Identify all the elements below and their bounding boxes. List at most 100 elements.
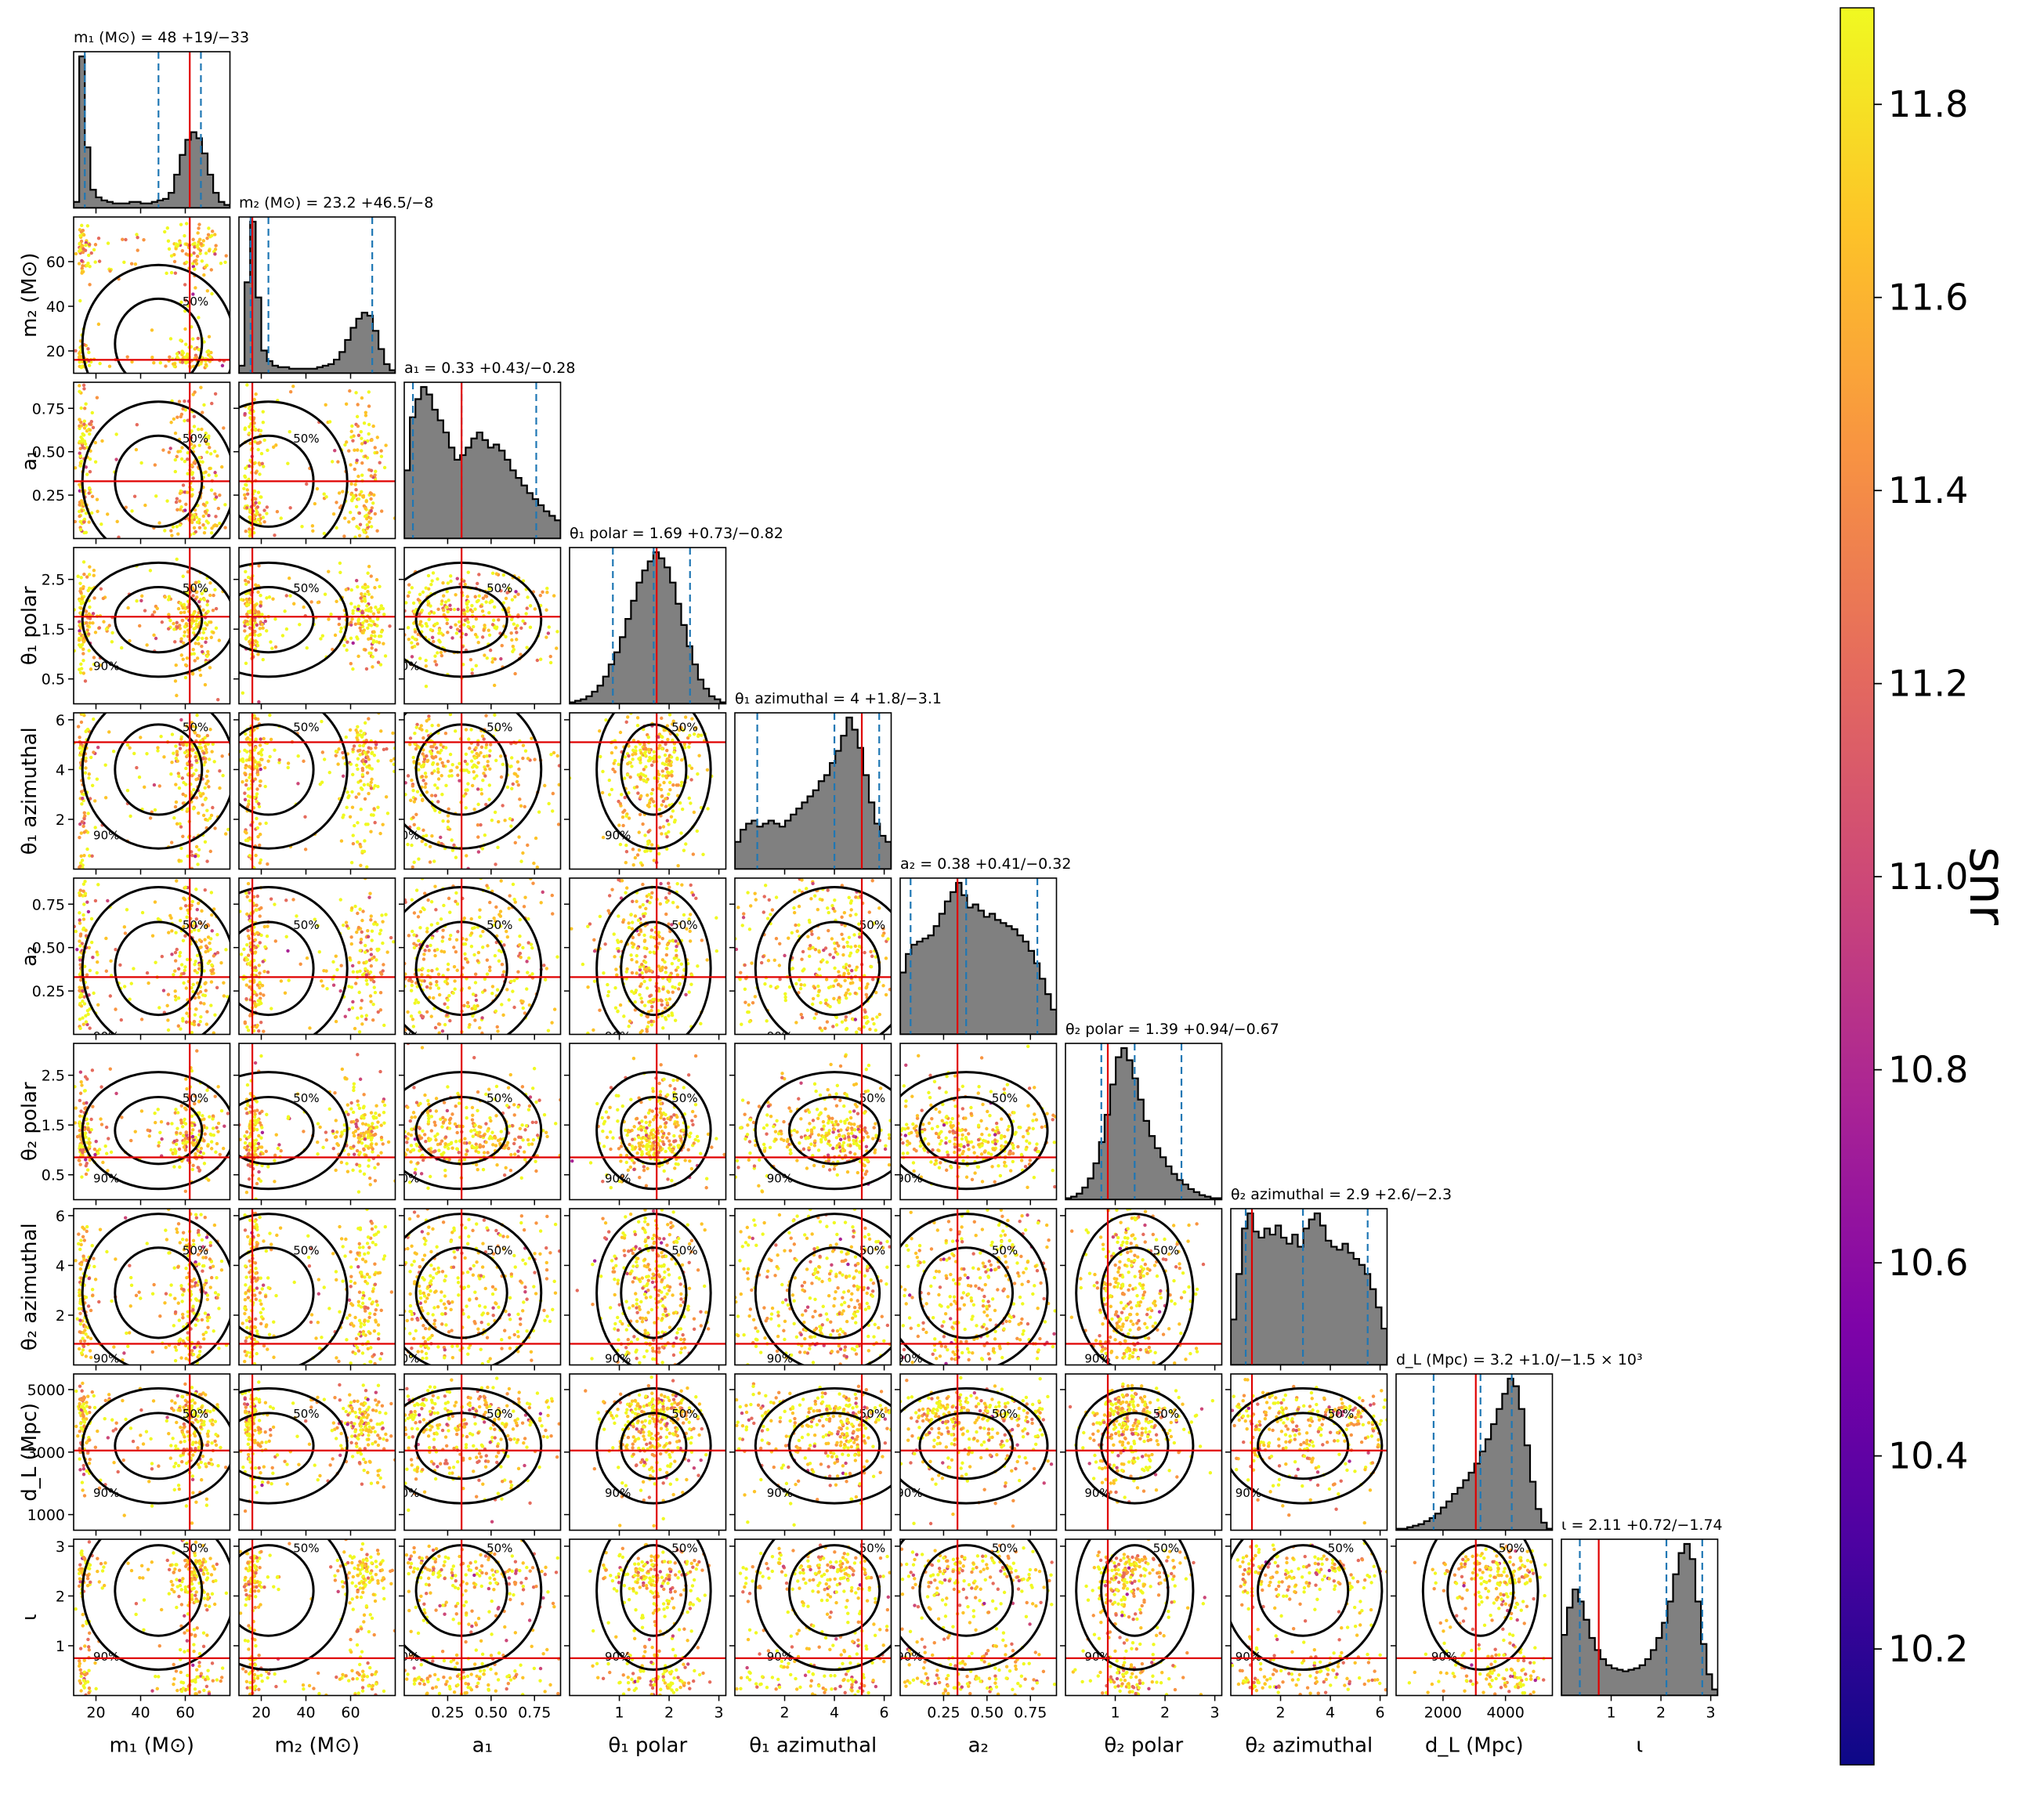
x-tick-label: 2000 bbox=[1424, 1705, 1462, 1722]
contour-50 bbox=[239, 586, 315, 654]
contour-label-50: 50% bbox=[183, 295, 208, 309]
contour-label-50: 50% bbox=[183, 918, 208, 932]
scatter-points bbox=[239, 1539, 396, 1696]
scatter-panel-a2-theta2p: 50% 90% bbox=[895, 1043, 1058, 1206]
contour-label-50: 50% bbox=[293, 1407, 319, 1421]
y-axis-label-theta2p: θ₂ polar bbox=[18, 1082, 42, 1161]
scatter-points bbox=[1069, 1209, 1206, 1365]
y-tick-label: 2.5 bbox=[42, 1068, 65, 1085]
contour-label-90: 90% bbox=[767, 1352, 793, 1366]
scatter-points bbox=[1231, 1377, 1387, 1525]
x-tick-label: 0.50 bbox=[971, 1705, 1004, 1722]
scatter-points bbox=[74, 383, 227, 539]
x-axis-label-a2: a₂ bbox=[968, 1734, 989, 1758]
panel-frame bbox=[899, 1538, 1058, 1697]
contour-label-90: 90% bbox=[93, 1171, 119, 1185]
panel-frame bbox=[403, 1538, 562, 1697]
y-tick-label: 60 bbox=[46, 254, 65, 271]
scatter-panel-theta1a-theta2a: 50% 90% bbox=[729, 1208, 892, 1371]
panel-frame bbox=[403, 1043, 562, 1201]
x-tick-label: 0.75 bbox=[518, 1705, 551, 1722]
contour-label-50: 50% bbox=[859, 1541, 885, 1555]
y-axis-label-theta1a: θ₁ azimuthal bbox=[18, 727, 42, 855]
contour-label-90: 90% bbox=[393, 1486, 419, 1500]
contour-50 bbox=[787, 1544, 881, 1637]
colorbar-tick-label: 11.6 bbox=[1888, 277, 1968, 319]
contour-90 bbox=[239, 561, 349, 678]
contour-50 bbox=[1100, 1412, 1170, 1480]
scatter-points bbox=[404, 1209, 561, 1365]
y-tick-label: 6 bbox=[56, 712, 65, 729]
scatter-panel-m2-theta2p: 50%90% bbox=[233, 1043, 396, 1206]
contour-label-50: 50% bbox=[183, 1407, 208, 1421]
scatter-points bbox=[239, 1380, 396, 1513]
contour-label-90: 90% bbox=[93, 660, 119, 674]
y-axis-label-a2: a₂ bbox=[18, 946, 42, 967]
contour-label-90: 90% bbox=[896, 1171, 922, 1185]
scatter-panel-a2-iota: 50% 90% 0.25 0.50 0.75 bbox=[895, 1538, 1058, 1722]
histogram-a2 bbox=[900, 881, 1057, 1035]
x-tick-label: 0.75 bbox=[1014, 1705, 1047, 1722]
scatter-points bbox=[570, 878, 719, 1035]
contour-label-50: 50% bbox=[859, 918, 885, 932]
contour-label-50: 50% bbox=[487, 1243, 512, 1257]
panel-frame bbox=[73, 1538, 231, 1697]
contour-90 bbox=[239, 1539, 349, 1671]
contour-label-90: 90% bbox=[1235, 1486, 1261, 1500]
panel-frame bbox=[73, 216, 231, 374]
contour-label-50: 50% bbox=[293, 581, 319, 595]
histogram-theta1a bbox=[735, 716, 892, 869]
contour-label-90: 90% bbox=[393, 1171, 419, 1185]
x-axis-label-m1: m₁ (M⊙) bbox=[109, 1734, 194, 1758]
scatter-panel-theta1a-dL: 50% 90% bbox=[729, 1373, 892, 1536]
contour-90 bbox=[81, 1386, 230, 1505]
contour-label-50: 50% bbox=[487, 1091, 512, 1105]
scatter-points bbox=[588, 1542, 712, 1696]
hist-title-theta2p: θ₂ polar = 1.39 +0.94/−0.67 bbox=[1065, 1021, 1279, 1038]
y-axis-label-m2: m₂ (M⊙) bbox=[18, 252, 42, 338]
y-tick-label: 0.75 bbox=[32, 896, 65, 913]
contour-50 bbox=[1446, 1544, 1515, 1637]
panel-frame bbox=[238, 1538, 396, 1697]
contour-label-50: 50% bbox=[183, 1243, 208, 1257]
panel-frame bbox=[569, 712, 727, 870]
histogram-m1 bbox=[74, 55, 230, 208]
contour-label-90: 90% bbox=[896, 1486, 922, 1500]
y-tick-label: 4 bbox=[56, 761, 65, 779]
scatter-panel-a2-theta2a: 50% 90% bbox=[895, 1208, 1058, 1371]
contour-label-90: 90% bbox=[605, 1650, 631, 1664]
scatter-points bbox=[404, 1539, 561, 1696]
panel-frame bbox=[1065, 1043, 1223, 1201]
contour-90 bbox=[754, 886, 892, 1035]
contour-label-50: 50% bbox=[671, 720, 697, 734]
contour-90 bbox=[595, 1386, 712, 1505]
scatter-panel-theta1p-a2: 50% 90% bbox=[564, 877, 727, 1040]
x-tick-label: 0.25 bbox=[431, 1705, 464, 1722]
panel-frame bbox=[238, 547, 396, 705]
contour-label-90: 90% bbox=[896, 1352, 922, 1366]
panel-frame bbox=[1395, 1538, 1554, 1697]
panel-frame bbox=[403, 877, 562, 1036]
contour-label-50: 50% bbox=[1499, 1541, 1525, 1555]
panels-layer: m₁ (M⊙) = 48 +19/−33 50% 90% 20 40 60 m₂ (M⊙) … bbox=[18, 29, 1723, 1758]
scatter-points bbox=[570, 713, 714, 868]
contour-50 bbox=[620, 920, 688, 1017]
scatter-panel-theta2a-iota: 50% 90% 2 4 6 bbox=[1225, 1538, 1388, 1722]
panel-frame bbox=[73, 877, 231, 1036]
scatter-panel-m1-theta1a: 50% 90% 2 4 6 bbox=[56, 712, 231, 875]
contour-label-90: 90% bbox=[1084, 1486, 1110, 1500]
scatter-points bbox=[735, 878, 892, 1034]
x-tick-label: 3 bbox=[1706, 1705, 1716, 1722]
colorbar-tick-label: 10.4 bbox=[1888, 1435, 1968, 1477]
hist-title-a2: a₂ = 0.38 +0.41/−0.32 bbox=[900, 855, 1071, 873]
contour-90 bbox=[239, 713, 349, 850]
contour-label-90: 90% bbox=[1431, 1650, 1457, 1664]
contour-90 bbox=[239, 1386, 349, 1505]
contour-label-50: 50% bbox=[293, 1091, 319, 1105]
contour-label-50: 50% bbox=[293, 1541, 319, 1555]
contour-90 bbox=[81, 1539, 230, 1671]
scatter-panel-m1-theta2p: 50% 90% 0.5 1.5 2.5 bbox=[42, 1043, 231, 1206]
panel-frame bbox=[238, 216, 396, 374]
contour-50 bbox=[239, 1544, 315, 1637]
histogram-dL bbox=[1396, 1377, 1553, 1531]
